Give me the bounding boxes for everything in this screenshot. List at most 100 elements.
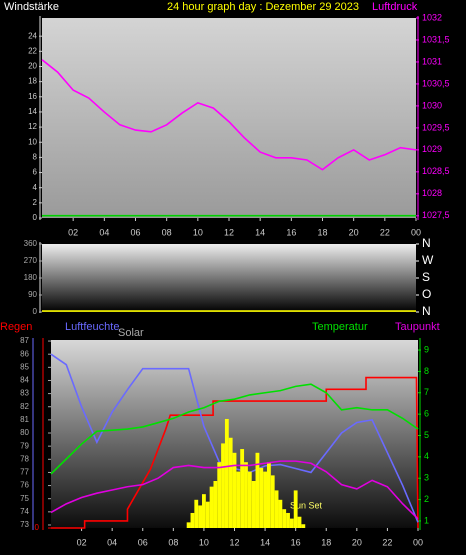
x-tick-label: 10 <box>193 227 203 237</box>
x-tick-label: 06 <box>138 537 148 547</box>
y-tick-label: 20 <box>28 62 37 71</box>
y-tick-label: 90 <box>28 290 37 299</box>
legend-label: Temperatur <box>312 321 368 333</box>
x-tick-label: 04 <box>107 537 117 547</box>
x-tick-label: 20 <box>349 227 359 237</box>
y2-tick-label: 1030,5 <box>422 78 450 88</box>
solar-bar <box>274 490 279 528</box>
series-line <box>51 376 419 529</box>
series-line <box>50 460 419 520</box>
y2-tick-label: 1029 <box>422 144 442 154</box>
solar-bar <box>251 481 256 528</box>
y2-tick-label: 1028 <box>422 188 442 198</box>
y2-tick-label: O <box>422 287 431 301</box>
y2-tick-label: 1028,5 <box>422 166 450 176</box>
y-tick-label: 18 <box>28 77 37 86</box>
y2-tick-label: 6 <box>424 409 429 419</box>
y2-tick-label: 1031 <box>422 56 442 66</box>
solar-bar <box>282 509 287 528</box>
y-tick-label: 2 <box>33 198 38 207</box>
solar-bar <box>297 516 302 528</box>
y-tick-label: 6 <box>33 168 38 177</box>
y2-tick-label: 5 <box>424 430 429 440</box>
y2-tick-label: 3 <box>424 473 429 483</box>
x-tick-label: 18 <box>317 227 327 237</box>
y-tick-label: 80 <box>20 428 29 437</box>
y-tick-label: 0 <box>35 523 40 532</box>
x-tick-label: 14 <box>260 537 270 547</box>
y-tick-label: 84 <box>20 376 29 385</box>
solar-bar <box>263 471 267 528</box>
x-tick-label: 04 <box>99 227 109 237</box>
y2-tick-label: 4 <box>424 451 429 461</box>
solar-bar <box>213 481 218 528</box>
y2-tick-label: S <box>422 270 430 284</box>
y2-tick-label: 1029,5 <box>422 122 450 132</box>
y-tick-label: 75 <box>20 494 29 503</box>
solar-bar <box>232 452 237 528</box>
y-tick-label: 78 <box>20 454 29 463</box>
solar-bar <box>244 462 248 528</box>
x-tick-label: 02 <box>68 227 78 237</box>
solar-bar <box>255 452 260 528</box>
y2-tick-label: 8 <box>424 366 429 376</box>
plot-background <box>42 244 416 312</box>
series-line <box>50 383 419 475</box>
x-tick-label: 00 <box>411 227 421 237</box>
x-tick-label: 12 <box>224 227 234 237</box>
y-tick-label: 86 <box>20 349 29 358</box>
solar-bar <box>286 512 290 528</box>
y-tick-label: 14 <box>28 107 37 116</box>
solar-bar <box>209 486 214 528</box>
x-tick-label: 20 <box>352 537 362 547</box>
solar-bar <box>289 518 294 528</box>
y2-tick-label: N <box>422 236 431 250</box>
solar-bar <box>236 471 241 528</box>
y2-tick-label: 2 <box>424 494 429 504</box>
legend-label: Luftfeuchte <box>65 321 119 333</box>
y-tick-label: 79 <box>20 441 29 450</box>
y-tick-label: 87 <box>20 336 29 345</box>
axis-label: Windstärke <box>4 1 59 13</box>
solar-bar <box>190 512 195 528</box>
y-tick-label: 0 <box>33 307 38 316</box>
solar-bar <box>278 499 283 528</box>
y-tick-label: 16 <box>28 92 37 101</box>
y2-tick-label: 7 <box>424 387 429 397</box>
x-tick-label: 16 <box>291 537 301 547</box>
y2-tick-label: 1030 <box>422 100 442 110</box>
y-tick-label: 73 <box>20 520 29 529</box>
solar-bar <box>194 499 199 528</box>
y2-tick-label: 1031,5 <box>422 34 450 44</box>
legend-label: Taupunkt <box>395 321 440 333</box>
x-tick-label: 08 <box>168 537 178 547</box>
plot-background <box>42 18 416 218</box>
legend-label: Solar <box>118 327 144 339</box>
solar-bar <box>259 467 264 528</box>
y2-tick-label: 9 <box>424 344 429 354</box>
y2-tick-label: N <box>422 304 431 318</box>
solar-bar <box>247 471 252 528</box>
series-line <box>41 59 417 171</box>
y-tick-label: 12 <box>28 122 37 131</box>
x-tick-label: 10 <box>199 537 209 547</box>
y-tick-label: 83 <box>20 389 29 398</box>
solar-bar <box>270 475 275 528</box>
y-tick-label: 0 <box>33 213 38 222</box>
x-tick-label: 02 <box>77 537 87 547</box>
y-tick-label: 76 <box>20 481 29 490</box>
solar-bar <box>221 443 225 528</box>
y-tick-label: 82 <box>20 402 29 411</box>
y-tick-label: 81 <box>20 415 29 424</box>
x-tick-label: 22 <box>382 537 392 547</box>
y-tick-label: 180 <box>24 273 38 282</box>
y2-tick-label: W <box>422 253 434 267</box>
solar-bar <box>198 505 203 528</box>
y-tick-label: 8 <box>33 153 38 162</box>
chart-title: 24 hour graph day : Dezember 29 2023 <box>167 1 359 13</box>
y-tick-label: 77 <box>20 468 29 477</box>
y-tick-label: 24 <box>28 31 37 40</box>
x-tick-label: 06 <box>130 227 140 237</box>
y-tick-label: 10 <box>28 137 37 146</box>
